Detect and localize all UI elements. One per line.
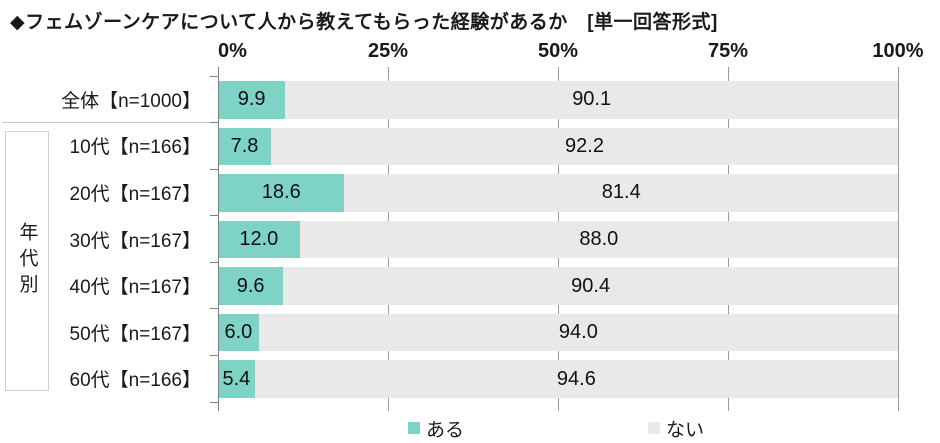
plot-area: 9.9 90.1 7.8 92.2 18.6 81.4 12.0 88.0 9.6 90.4 6.0…: [210, 67, 899, 411]
bar-segment-aru: 12.0: [218, 220, 300, 259]
category-label-column: 全体【n=1000】 10代【n=166】 20代【n=167】 30代【n=167】…: [0, 76, 211, 402]
age-group-box: 年代別: [5, 131, 49, 391]
zero-axis-tick: [218, 402, 219, 411]
x-axis-tick-label: 0%: [218, 40, 247, 62]
gridline: [897, 67, 899, 411]
category-label: 30代【n=167】: [69, 230, 202, 252]
category-tick: [210, 75, 218, 77]
legend-label-nai: ない: [666, 419, 705, 441]
bar-segment-aru: 18.6: [218, 174, 345, 212]
category-label: 60代【n=166】: [69, 370, 202, 392]
category-tick: [210, 122, 218, 124]
bar-row: 5.4 94.6: [218, 355, 898, 402]
x-axis-tick-label: 25%: [367, 40, 409, 62]
bar-segment-aru: 9.9: [218, 81, 286, 119]
total-group-separator-line: [2, 122, 210, 123]
category-tick: [210, 168, 218, 170]
stacked-bar: 7.8 92.2: [218, 127, 898, 166]
category-tick: [210, 401, 218, 403]
category-tick: [210, 261, 218, 263]
bar-row: 12.0 88.0: [218, 216, 898, 263]
bar-segment-nai: 94.0: [258, 313, 898, 352]
bar-row: 9.6 90.4: [218, 262, 898, 309]
bar-segment-nai: 90.4: [283, 267, 898, 305]
x-axis-tick-label: 50%: [537, 40, 579, 62]
stacked-bar: 5.4 94.6: [218, 360, 898, 399]
category-label: 20代【n=167】: [69, 183, 202, 205]
legend-label-aru: ある: [426, 419, 465, 441]
bar-row: 6.0 94.0: [218, 309, 898, 356]
category-label: 全体【n=1000】: [61, 90, 201, 112]
legend-item-nai: ない: [648, 415, 704, 441]
stacked-bar: 12.0 88.0: [218, 220, 898, 259]
legend-swatch-aru: [408, 422, 420, 434]
x-axis-tick-label: 75%: [707, 40, 749, 62]
category-tick: [210, 354, 218, 356]
bar-segment-nai: 81.4: [344, 174, 898, 212]
bar-segment-nai: 92.2: [271, 127, 898, 166]
bar-rows: 9.9 90.1 7.8 92.2 18.6 81.4 12.0 88.0 9.6 90.4 6.0…: [218, 76, 898, 402]
category-axis-line: [218, 76, 219, 402]
bar-segment-aru: 7.8: [218, 127, 272, 166]
stacked-bar: 9.6 90.4: [218, 267, 898, 305]
x-axis-tick-label: 100%: [872, 40, 924, 62]
zero-axis-tick: [218, 67, 219, 76]
bar-row: 9.9 90.1: [218, 76, 898, 123]
category-label: 10代【n=166】: [69, 137, 202, 159]
bar-segment-nai: 94.6: [254, 360, 898, 399]
legend-swatch-nai: [648, 422, 660, 434]
bar-row: 18.6 81.4: [218, 169, 898, 216]
bar-row: 7.8 92.2: [218, 123, 898, 170]
stacked-bar: 9.9 90.1: [218, 81, 898, 119]
category-label: 40代【n=167】: [69, 277, 202, 299]
category-tick: [210, 215, 218, 217]
bar-segment-aru: 9.6: [218, 267, 284, 305]
age-group-label: 年代別: [16, 222, 38, 300]
bar-segment-aru: 6.0: [218, 313, 259, 352]
category-label: 50代【n=167】: [69, 323, 202, 345]
chart-title: ◆フェムゾーンケアについて人から教えてもらった経験があるか [単一回答形式]: [10, 12, 718, 33]
stacked-bar: 6.0 94.0: [218, 313, 898, 352]
category-tick: [210, 308, 218, 310]
bar-segment-aru: 5.4: [218, 360, 255, 399]
bar-segment-nai: 88.0: [299, 220, 898, 259]
bar-segment-nai: 90.1: [285, 81, 898, 119]
legend-item-aru: ある: [408, 415, 464, 441]
stacked-bar: 18.6 81.4: [218, 174, 898, 212]
